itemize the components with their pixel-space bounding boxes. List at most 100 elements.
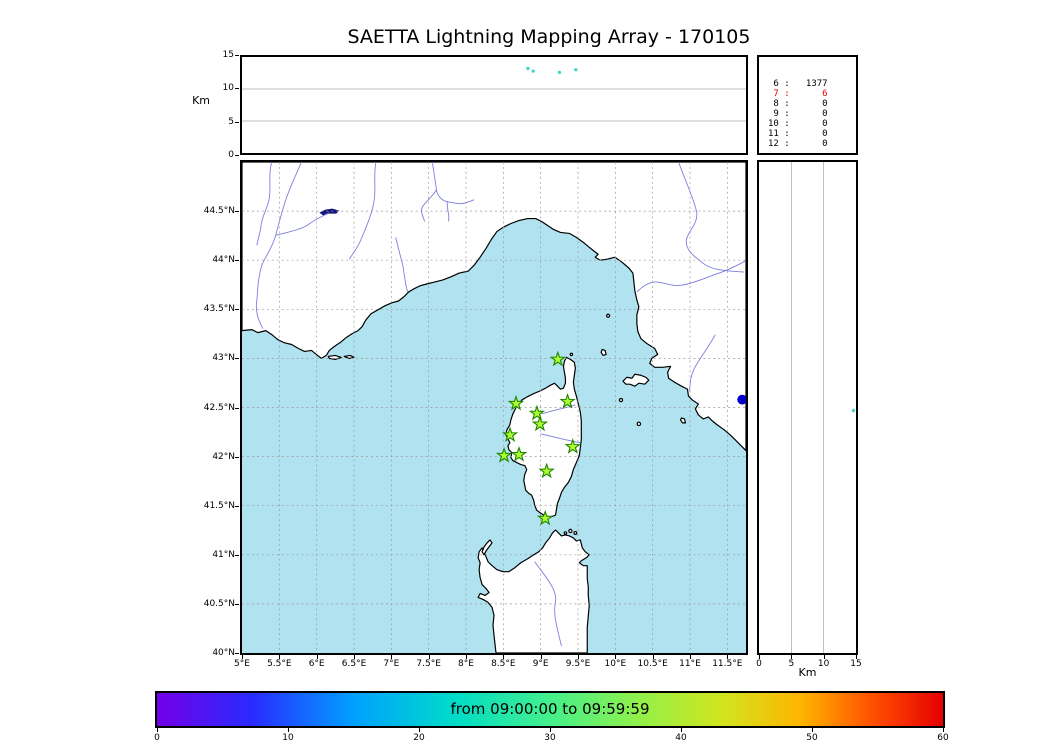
tick-mark [812,728,813,732]
sardinia-island [477,529,590,653]
lightning-source-point [531,69,535,73]
colorbar-gradient [157,693,943,726]
lma-station-marker [549,350,566,367]
station-count-row: 8 : 0 [768,99,828,109]
station-count-row: 12 : 0 [768,139,828,149]
tick-mark [235,506,239,507]
lon-tick-label: 7.5°E [416,659,441,669]
tick-mark [235,155,239,156]
map-plot [242,162,746,653]
lon-tick-label: 5.5°E [267,659,292,669]
lat-tick-label: 40°N [212,648,235,658]
tick-mark [727,655,728,659]
altitude-tick-label: 5 [788,659,795,669]
lon-tick-label: 6°E [308,659,325,669]
altitude-latitude-panel [757,160,858,655]
tick-mark [235,555,239,556]
lon-tick-label: 9°E [532,659,549,669]
river [678,162,745,273]
tick-mark [157,728,158,732]
tick-mark [690,655,691,659]
river [540,433,581,444]
tick-mark [681,728,682,732]
mainland-coast [242,162,746,452]
tick-mark [541,655,542,659]
lightning-points-altitude-latitude [851,408,856,413]
river [421,162,475,222]
lma-station-marker [528,404,546,421]
river [636,260,746,293]
altitude-latitude-plot [790,162,856,653]
lat-tick-label: 41.5°N [203,500,235,511]
altitude-tick-label: 0 [756,659,762,669]
river [256,162,273,246]
lightning-points-altitude-longitude [526,66,578,74]
lat-tick-label: 43.5°N [203,304,235,315]
station-count-row: 10 : 0 [768,119,828,129]
giglio-island [679,417,687,424]
tick-mark [317,655,318,659]
time-colorbar: from 09:00:00 to 09:59:59 [155,691,945,728]
coastlines [242,162,746,653]
map-panel [240,160,748,655]
lightning-source-point [737,394,746,405]
lma-station-marker [507,394,525,411]
maddalena-islands [563,531,568,535]
tick-mark [578,655,579,659]
lon-tick-label: 10°E [604,659,627,669]
tick-mark [856,655,857,659]
altitude-tick-label: 10 [222,83,234,94]
tick-mark [653,655,654,659]
lma-station-marker [564,438,581,454]
tick-mark [419,728,420,732]
lma-station-marker [510,445,528,462]
lightning-source-point [574,68,578,72]
capraia-island [600,348,607,357]
lon-tick-label: 5°E [234,659,250,669]
lat-tick-label: 42.5°N [203,402,235,413]
lat-tick-label: 44.5°N [203,206,235,217]
altitude-longitude-panel [240,55,748,155]
tick-mark [503,655,504,659]
lma-station-marker [495,447,513,463]
colorbar-tick-label: 10 [282,733,294,743]
rivers [255,162,746,647]
tick-mark [615,655,616,659]
colorbar-tick-label: 30 [544,733,556,743]
river [534,561,562,647]
tick-mark [279,655,280,659]
tick-mark [759,655,760,659]
altitude-axis-km-label: Km [192,94,210,107]
lon-tick-label: 8°E [458,659,474,669]
tick-mark [824,655,825,659]
tick-mark [235,309,239,310]
colorbar-tick-label: 40 [675,733,687,743]
tick-mark [235,211,239,212]
tick-mark [791,655,792,659]
river [275,212,330,236]
tick-mark [235,408,239,409]
lma-station-marker [536,509,554,526]
tick-mark [288,728,289,732]
tick-mark [235,260,239,261]
lma-stations [495,350,581,526]
lon-tick-label: 8.5°E [491,659,516,669]
lma-station-marker [559,393,576,409]
lon-tick-label: 10.5°E [637,659,668,669]
station-count-row: 11 : 0 [768,129,828,139]
lightning-source-point [526,66,530,71]
river [541,404,576,415]
tick-mark [354,655,355,659]
gorgona-island [606,313,611,318]
tick-mark [235,604,239,605]
colorbar-tick-label: 50 [806,733,818,743]
colorbar-tick-label: 60 [937,733,949,743]
altitude-gridlines [242,88,746,122]
lma-station-marker [531,415,549,432]
lightning-source-point [851,408,856,413]
lat-tick-label: 42°N [212,451,235,462]
alpine-lake [319,208,340,216]
altitude-tick-label: 15 [222,50,234,60]
tick-mark [235,653,239,654]
